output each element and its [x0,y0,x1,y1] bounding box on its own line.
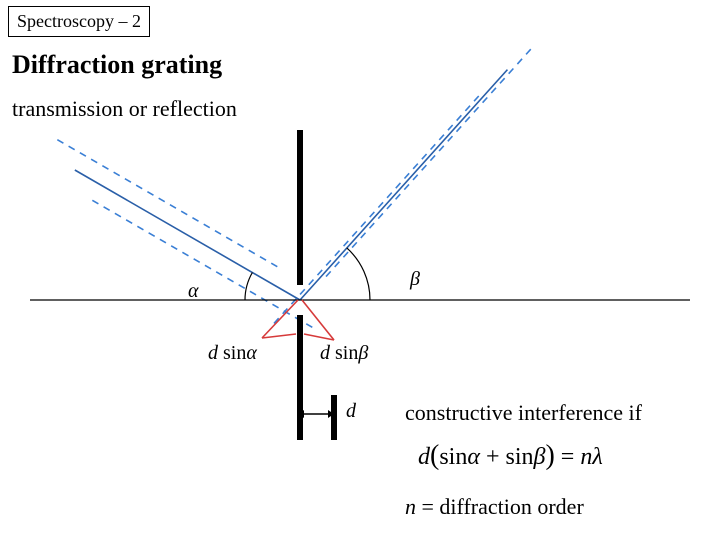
alpha-in-dsina: α [246,342,257,364]
eq-plus: + [480,444,506,470]
eq-beta: β [534,444,546,470]
eq-eq: = [555,444,581,470]
beta-in-dsinb: β [358,342,368,364]
order-line: n = diffraction order [405,494,584,520]
eq-d: d [418,444,430,470]
eq-sin2: sin [506,444,534,470]
diffraction-diagram [0,0,720,540]
dsin-alpha-label: d sinα [208,342,257,365]
interference-text: constructive interference if [405,400,642,426]
eq-alpha: α [467,444,480,470]
order-n: n [405,494,416,519]
eq-sin1: sin [439,444,467,470]
grating-equation: d(sinα + sinβ) = nλ [418,440,603,472]
eq-lambda: λ [592,444,602,470]
order-rest: = diffraction order [416,494,584,519]
alpha-label: α [188,280,199,303]
dsin-beta-label: d sinβ [320,342,368,365]
d-label: d [346,400,356,423]
beta-text: β [410,268,420,290]
d-text: d [346,400,356,422]
alpha-text: α [188,280,199,302]
eq-n: n [580,444,592,470]
interference-content: constructive interference if [405,400,642,425]
beta-label: β [410,268,420,291]
